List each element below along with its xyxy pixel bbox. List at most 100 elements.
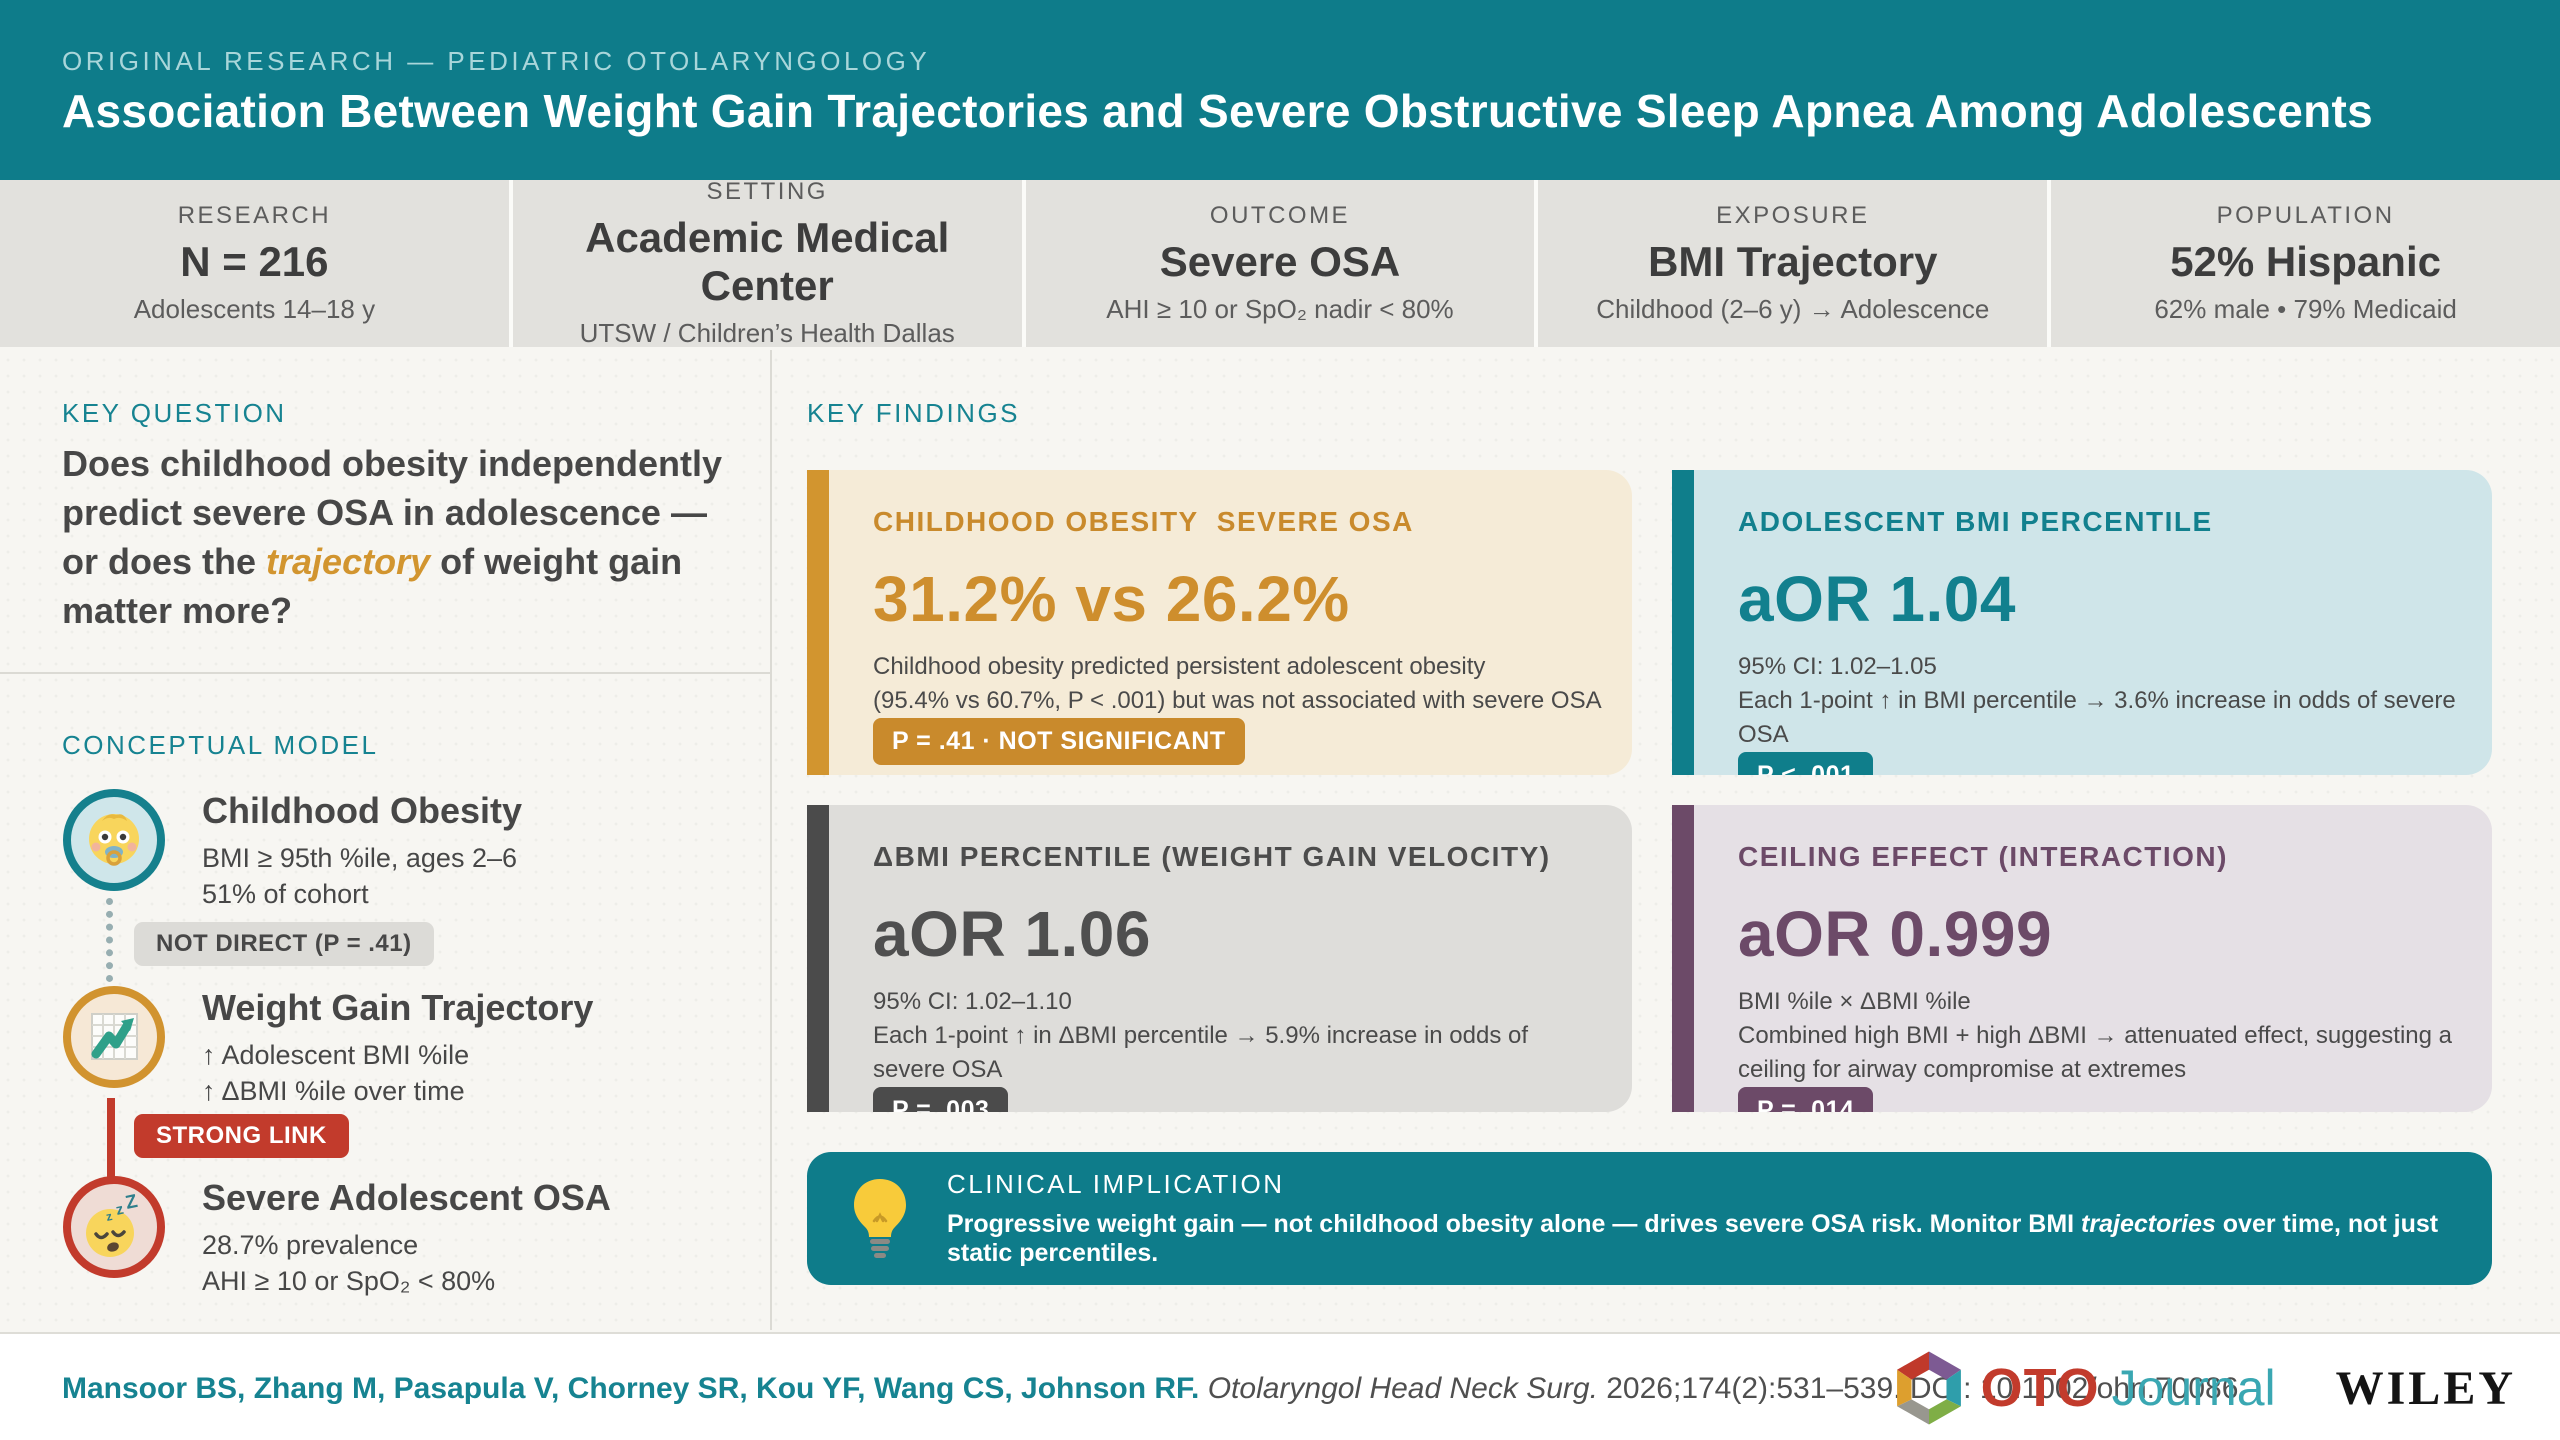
- card-line: Combined high BMI + high ΔBMI → attenuat…: [1738, 1022, 2453, 1084]
- stat-value: N = 216: [180, 238, 329, 285]
- baby-icon: [63, 789, 165, 891]
- card-stat: 31.2% vs 26.2%: [873, 563, 1350, 635]
- p-value-badge: P = .003: [873, 1087, 1009, 1112]
- footer-divider: [0, 1332, 2560, 1334]
- question-line: or does the: [62, 540, 267, 582]
- card-line: BMI %ile × ΔBMI %ile: [1738, 988, 1971, 1015]
- key-findings-label: KEY FINDINGS: [807, 398, 1021, 428]
- card-stat: aOR 1.04: [1738, 563, 2016, 635]
- clinical-implication-banner: CLINICAL IMPLICATION Progressive weight …: [807, 1152, 2492, 1285]
- key-question-label: KEY QUESTION: [62, 398, 287, 428]
- node-title: Severe Adolescent OSA: [202, 1177, 611, 1218]
- model-node-severe-adolescent-osa: z z Z Severe Adolescent OSA 28.7% preval…: [62, 1175, 611, 1300]
- header-banner: ORIGINAL RESEARCH — PEDIATRIC OTOLARYNGO…: [0, 0, 2560, 180]
- page-title: Association Between Weight Gain Trajecto…: [62, 85, 2373, 137]
- stat-cell-outcome: OUTCOME Severe OSA AHI ≥ 10 or SpO₂ nadi…: [1025, 180, 1535, 347]
- wiley-logo: WILEY: [2335, 1361, 2516, 1415]
- question-line: predict severe OSA in adolescence —: [62, 491, 707, 533]
- key-question-text: Does childhood obesity independently pre…: [62, 440, 802, 636]
- implication-text: Progressive weight gain — not childhood …: [947, 1210, 2082, 1238]
- node-line: BMI ≥ 95th %ile, ages 2–6: [202, 843, 517, 873]
- column-divider: [770, 350, 772, 1330]
- stat-value: 52% Hispanic: [2170, 238, 2441, 285]
- node-title: Weight Gain Trajectory: [202, 987, 594, 1028]
- question-line: matter more?: [62, 589, 293, 631]
- not-direct-connector: [106, 898, 113, 982]
- svg-text:z: z: [114, 1201, 125, 1219]
- oto-logo-icon: [1896, 1351, 1961, 1425]
- citation-details: 2026;174(2):531–539. DOI: 10.1002/ohn.70…: [1597, 1372, 2239, 1405]
- card-line: (95.4% vs 60.7%, P < .001) but was not a…: [873, 687, 1602, 715]
- conceptual-model-label: CONCEPTUAL MODEL: [62, 730, 379, 760]
- sleeping-face-icon: z z Z: [63, 1176, 165, 1278]
- p-value-badge: P = .41 · NOT SIGNIFICANT: [873, 718, 1245, 766]
- question-line: Does childhood obesity independently: [62, 443, 723, 484]
- card-line: Each 1-point ↑ in BMI percentile → 3.6% …: [1738, 687, 2456, 749]
- stat-sub: Adolescents 14–18 y: [133, 294, 376, 324]
- citation-authors: Mansoor BS, Zhang M, Pasapula V, Chorney…: [62, 1372, 1200, 1405]
- stat-value: Academic Medical Center: [585, 214, 950, 309]
- stat-cell-research: RESEARCH N = 216 Adolescents 14–18 y: [0, 180, 509, 347]
- card-accent-bar: [807, 470, 829, 775]
- node-line: ↑ Adolescent BMI %ile: [202, 1040, 470, 1070]
- card-line: Each 1-point ↑ in ΔBMI percentile → 5.9%…: [873, 1022, 1529, 1084]
- trend-chart-icon: [63, 986, 165, 1088]
- stat-sub: AHI ≥ 10 or SpO₂ nadir < 80%: [1106, 294, 1454, 324]
- card-line: Childhood obesity predicted persistent a…: [873, 653, 1486, 680]
- citation-journal: Otolaryngol Head Neck Surg.: [1199, 1372, 1598, 1405]
- card-accent-bar: [807, 805, 829, 1112]
- p-value-badge: P < .001: [1738, 752, 1874, 775]
- stat-label: OUTCOME: [1209, 202, 1351, 229]
- p-value-badge: P = .014: [1738, 1087, 1874, 1112]
- model-node-weight-gain-trajectory: Weight Gain Trajectory ↑ Adolescent BMI …: [62, 985, 593, 1110]
- node-line: 28.7% prevalence: [202, 1230, 419, 1260]
- not-direct-pill: NOT DIRECT (P = .41): [134, 922, 434, 966]
- finding-card-delta-bmi: ΔBMI PERCENTILE (WEIGHT GAIN VELOCITY) a…: [807, 805, 1632, 1112]
- node-line: AHI ≥ 10 or SpO₂ < 80%: [202, 1266, 496, 1297]
- stat-cell-setting: SETTING Academic Medical Center UTSW / C…: [512, 178, 1022, 348]
- implication-italic: trajectories: [2081, 1210, 2216, 1238]
- card-accent-bar: [1672, 805, 1694, 1112]
- card-heading: ADOLESCENT BMI PERCENTILE: [1738, 506, 2213, 537]
- clinical-implication-text: Progressive weight gain — not childhood …: [947, 1210, 2452, 1268]
- clinical-implication-label: CLINICAL IMPLICATION: [947, 1169, 1285, 1199]
- card-stat: aOR 0.999: [1738, 898, 2053, 970]
- card-line: 95% CI: 1.02–1.10: [873, 988, 1072, 1015]
- svg-text:Z: Z: [124, 1191, 140, 1214]
- finding-card-adolescent-bmi: ADOLESCENT BMI PERCENTILE aOR 1.04 95% C…: [1672, 470, 2492, 775]
- stat-cell-population: POPULATION 52% Hispanic 62% male • 79% M…: [2051, 180, 2560, 347]
- node-title: Childhood Obesity: [202, 790, 522, 831]
- strong-link-pill: STRONG LINK: [134, 1114, 349, 1158]
- study-stats-bar: RESEARCH N = 216 Adolescents 14–18 y SET…: [0, 178, 2560, 348]
- lightbulb-icon: [854, 1178, 906, 1258]
- card-stat: aOR 1.06: [873, 898, 1151, 970]
- strong-link-connector: [107, 1098, 115, 1178]
- question-line: of weight gain: [430, 540, 683, 582]
- journal-wordmark: Journal: [2111, 1360, 2276, 1416]
- stat-label: POPULATION: [2216, 202, 2395, 229]
- card-heading: ΔBMI PERCENTILE (WEIGHT GAIN VELOCITY): [873, 841, 1551, 872]
- publisher-logos: OTO Journal WILEY: [1891, 1348, 2516, 1428]
- implication-text: over time, not just static percentiles.: [947, 1210, 2439, 1267]
- stat-label: RESEARCH: [177, 202, 332, 229]
- stat-label: SETTING: [706, 178, 828, 205]
- stat-value: Severe OSA: [1159, 238, 1401, 285]
- stat-sub: Childhood (2–6 y) → Adolescence: [1596, 294, 1990, 324]
- card-heading: CHILDHOOD OBESITY SEVERE OSA: [873, 506, 1414, 537]
- card-accent-bar: [1672, 470, 1694, 775]
- stat-value: BMI Trajectory: [1648, 238, 1938, 285]
- finding-card-childhood-obesity: CHILDHOOD OBESITY SEVERE OSA 31.2% vs 26…: [807, 470, 1632, 775]
- node-line: 51% of cohort: [202, 879, 369, 910]
- card-heading: CEILING EFFECT (INTERACTION): [1738, 841, 2228, 872]
- oto-journal-logo: OTO Journal: [1891, 1350, 2276, 1426]
- stat-sub: UTSW / Children’s Health Dallas: [579, 318, 955, 348]
- node-line: ↑ ΔBMI %ile over time: [202, 1076, 465, 1107]
- finding-card-ceiling-effect: CEILING EFFECT (INTERACTION) aOR 0.999 B…: [1672, 805, 2492, 1112]
- svg-text:z: z: [105, 1209, 114, 1224]
- question-highlight: trajectory: [266, 540, 431, 582]
- stat-cell-exposure: EXPOSURE BMI Trajectory Childhood (2–6 y…: [1538, 180, 2048, 347]
- eyebrow-label: ORIGINAL RESEARCH — PEDIATRIC OTOLARYNGO…: [62, 46, 931, 76]
- stat-sub: 62% male • 79% Medicaid: [2154, 294, 2457, 324]
- citation: Mansoor BS, Zhang M, Pasapula V, Chorney…: [62, 1372, 2238, 1406]
